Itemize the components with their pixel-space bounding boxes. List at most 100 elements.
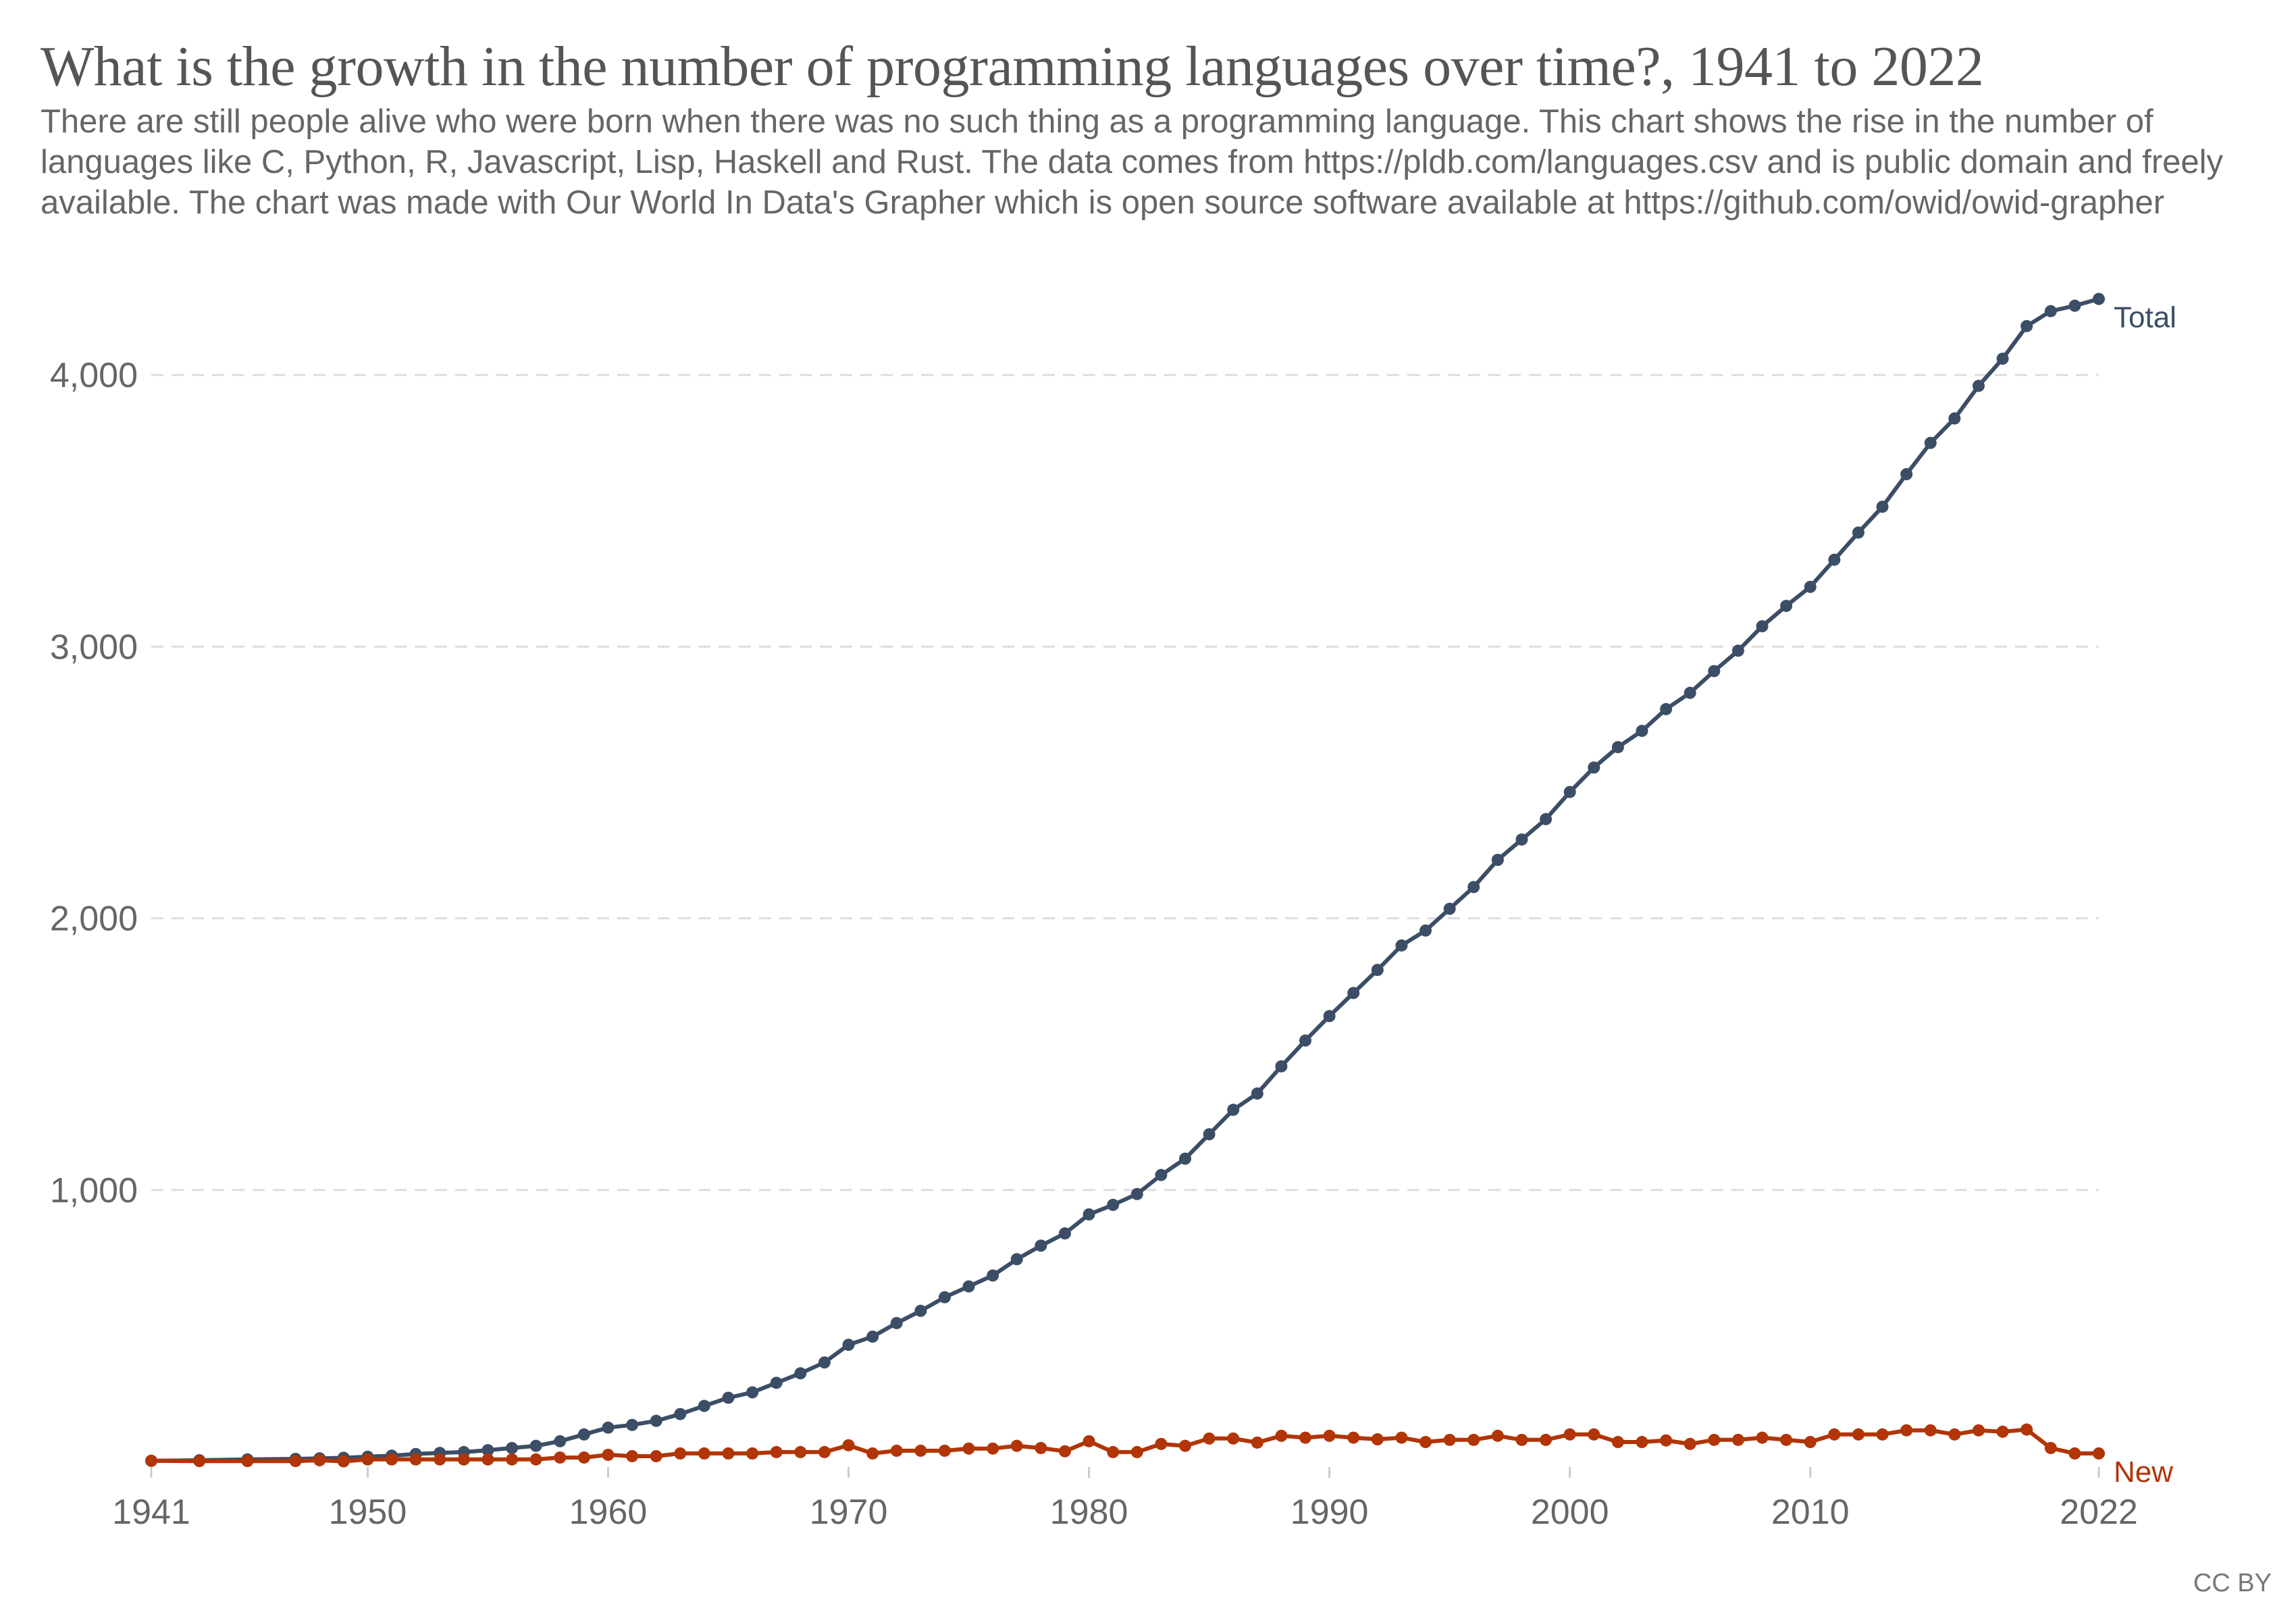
data-point-total xyxy=(866,1330,879,1343)
data-point-total xyxy=(626,1418,639,1431)
data-point-total xyxy=(1636,725,1648,738)
data-point-new xyxy=(1443,1433,1456,1446)
data-point-new xyxy=(1035,1441,1047,1454)
data-point-new xyxy=(1731,1433,1744,1446)
data-point-total xyxy=(1371,964,1384,977)
data-point-new xyxy=(1876,1428,1889,1441)
chart-subtitle: There are still people alive who were bo… xyxy=(41,103,2224,221)
x-tick-label: 1950 xyxy=(329,1493,407,1532)
data-point-total xyxy=(1419,924,1432,937)
data-point-new xyxy=(1323,1429,1336,1442)
data-point-new xyxy=(145,1454,157,1467)
data-point-total xyxy=(1611,741,1624,754)
chart-title: What is the growth in the number of prog… xyxy=(41,35,1984,98)
data-point-new xyxy=(650,1449,662,1462)
data-point-total xyxy=(1684,686,1696,699)
x-tick-label: 1941 xyxy=(112,1493,190,1532)
data-point-total xyxy=(1299,1034,1312,1047)
data-point-total xyxy=(1275,1060,1288,1073)
series-total: Total xyxy=(145,292,2176,1467)
data-point-total xyxy=(1203,1128,1216,1141)
data-point-new xyxy=(1684,1437,1696,1450)
data-point-total xyxy=(722,1391,735,1404)
data-point-new xyxy=(2093,1447,2105,1460)
data-point-new xyxy=(1563,1428,1576,1441)
data-point-new xyxy=(2044,1441,2057,1454)
y-tick-label: 4,000 xyxy=(50,356,138,395)
data-point-new xyxy=(1467,1433,1480,1446)
x-axis: 1941 1950 1960 1970 1980 1990 2000 2010 2022 xyxy=(112,1467,2138,1532)
data-point-total xyxy=(1948,412,1961,425)
data-point-total xyxy=(890,1316,903,1329)
data-point-new xyxy=(1588,1428,1600,1441)
data-point-new xyxy=(770,1445,783,1458)
data-point-total xyxy=(1972,380,1985,392)
data-point-new xyxy=(698,1447,710,1460)
data-point-new xyxy=(241,1455,254,1468)
data-point-total xyxy=(1924,436,1937,449)
data-point-new xyxy=(1395,1431,1408,1444)
data-point-total xyxy=(529,1439,542,1452)
data-point-total xyxy=(1540,813,1553,825)
data-point-total xyxy=(914,1304,927,1317)
y-tick-label: 2,000 xyxy=(50,900,138,939)
data-point-new xyxy=(626,1449,639,1462)
data-point-total xyxy=(1515,833,1528,846)
data-point-total xyxy=(987,1269,999,1282)
data-point-total xyxy=(1852,526,1864,539)
data-point-new xyxy=(1491,1429,1504,1442)
data-point-total xyxy=(1900,468,1913,481)
data-point-new xyxy=(1058,1445,1071,1458)
data-point-total xyxy=(481,1444,494,1457)
data-point-new xyxy=(1251,1436,1263,1449)
data-point-total xyxy=(1467,881,1480,894)
data-point-total xyxy=(2068,299,2081,312)
data-point-new xyxy=(457,1453,470,1466)
data-point-new xyxy=(1227,1432,1240,1445)
data-point-new xyxy=(818,1445,831,1458)
data-point-total xyxy=(1588,761,1600,774)
data-point-new xyxy=(1948,1428,1961,1441)
data-point-new xyxy=(890,1444,903,1457)
data-point-new xyxy=(289,1455,302,1468)
data-point-new xyxy=(962,1442,975,1455)
data-point-total xyxy=(554,1435,567,1447)
gridlines xyxy=(151,374,2099,1191)
data-point-total xyxy=(746,1386,759,1399)
data-point-new xyxy=(1660,1434,1673,1447)
series-new: New xyxy=(145,1423,2173,1489)
series-line-total xyxy=(151,297,2099,1463)
data-point-total xyxy=(818,1356,831,1369)
data-point-total xyxy=(1876,500,1889,513)
data-point-new xyxy=(434,1453,446,1466)
data-point-total xyxy=(506,1441,519,1454)
data-point-total xyxy=(698,1399,710,1412)
data-point-new xyxy=(2068,1447,2081,1460)
data-point-total xyxy=(1323,1010,1336,1023)
data-point-total xyxy=(1491,854,1504,867)
data-point-new xyxy=(481,1453,494,1466)
data-point-new xyxy=(1371,1433,1384,1446)
data-point-total xyxy=(1155,1168,1168,1181)
data-point-total xyxy=(602,1421,615,1434)
data-point-new xyxy=(602,1448,615,1461)
data-point-new xyxy=(386,1453,398,1466)
data-point-total xyxy=(1708,665,1721,677)
data-point-new xyxy=(746,1447,759,1460)
data-point-new xyxy=(842,1439,855,1451)
data-point-total xyxy=(1035,1239,1047,1252)
data-point-total xyxy=(1010,1253,1023,1266)
data-point-total xyxy=(1082,1208,1095,1220)
data-point-total xyxy=(1130,1187,1143,1200)
data-point-new xyxy=(1972,1424,1985,1437)
data-point-total xyxy=(962,1280,975,1293)
series-label-new: New xyxy=(2114,1456,2173,1489)
data-point-total xyxy=(794,1367,807,1380)
data-point-new xyxy=(1828,1428,1841,1441)
data-point-new xyxy=(722,1447,735,1460)
y-axis: 1,000 2,000 3,000 4,000 xyxy=(50,356,138,1210)
data-point-new xyxy=(1852,1428,1864,1441)
y-tick-label: 1,000 xyxy=(50,1171,138,1210)
data-point-total xyxy=(1804,580,1817,593)
series-label-total: Total xyxy=(2114,301,2176,334)
